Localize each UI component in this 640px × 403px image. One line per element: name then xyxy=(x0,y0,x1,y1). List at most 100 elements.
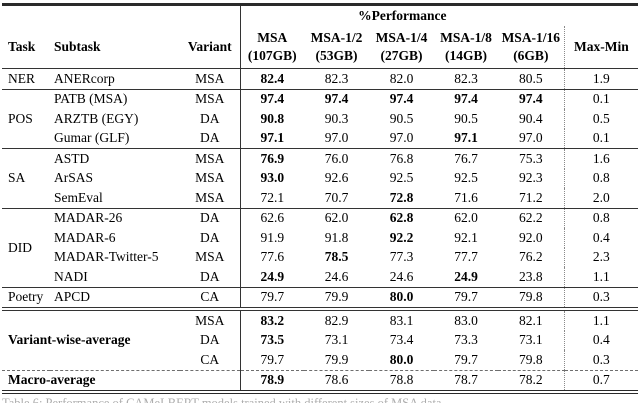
value-cell: 62.8 xyxy=(369,207,435,228)
value-cell: 78.8 xyxy=(369,369,435,394)
value-cell: 90.4 xyxy=(519,110,543,126)
value-cell: 79.8 xyxy=(498,286,565,309)
value-cell: 72.8 xyxy=(389,189,414,205)
value-cell: 90.5 xyxy=(454,110,478,126)
value-cell: 79.7 xyxy=(434,286,499,309)
subtask-cell: Gumar (GLF) xyxy=(54,130,130,146)
value-cell: 92.1 xyxy=(454,229,478,245)
value-cell: 79.7 xyxy=(260,351,285,367)
value-cell: 73.3 xyxy=(454,332,478,348)
maxmin-cell: 0.7 xyxy=(563,369,639,394)
value-cell: 80.0 xyxy=(369,286,435,309)
subtask-cell: MADAR-Twitter-5 xyxy=(54,249,159,265)
value-cell: 97.4 xyxy=(369,88,435,109)
value-cell: 71.6 xyxy=(454,189,478,205)
table-row-avg-da: DA 73.5 73.1 73.4 73.3 73.1 0.4 xyxy=(2,330,639,350)
value-cell: 24.9 xyxy=(260,268,285,284)
col-header-msa-half: MSA-1/2 (53GB) xyxy=(304,26,370,69)
subtask-cell: ASTD xyxy=(50,148,180,169)
value-cell: 79.8 xyxy=(519,351,543,367)
value-cell: 92.2 xyxy=(389,229,414,245)
value-cell: 83.1 xyxy=(369,307,435,331)
variant-cell: CA xyxy=(180,286,241,309)
value-cell: 79.7 xyxy=(240,286,305,309)
value-cell: 78.7 xyxy=(434,369,499,394)
col-header-msa-eighth: MSA-1/8 (14GB) xyxy=(434,26,499,69)
value-cell: 83.2 xyxy=(240,307,305,331)
table-row-arztb: ARZTB (EGY) DA 90.8 90.3 90.5 90.5 90.4 … xyxy=(2,109,639,129)
col-name: MSA-1/16 xyxy=(501,30,561,45)
performance-group-header: %Performance xyxy=(240,3,565,26)
value-cell: 82.0 xyxy=(389,70,414,86)
table-row-apcd: Poetry APCD CA 79.7 79.9 80.0 79.7 79.8 … xyxy=(2,286,639,309)
col-name: MSA-1/4 xyxy=(375,30,428,45)
maxmin-cell: 2.3 xyxy=(563,247,639,267)
value-cell: 90.5 xyxy=(389,110,414,126)
variant-cell: MSA xyxy=(180,88,241,109)
table-row-macro-average: Macro-average 78.9 78.6 78.8 78.7 78.2 0… xyxy=(2,369,639,394)
col-header-msa: MSA (107GB) xyxy=(240,26,305,69)
variant-cell: DA xyxy=(180,109,241,129)
value-cell: 62.0 xyxy=(304,207,370,228)
value-cell: 92.5 xyxy=(389,170,414,186)
value-cell: 82.3 xyxy=(324,70,349,86)
value-cell: 77.6 xyxy=(260,249,285,265)
value-cell: 70.7 xyxy=(324,189,349,205)
variant-cell: MSA xyxy=(180,148,241,169)
value-cell: 97.0 xyxy=(324,130,349,146)
value-cell: 76.2 xyxy=(519,249,543,265)
col-header-maxmin: Max-Min xyxy=(563,26,639,69)
value-cell: 82.9 xyxy=(304,307,370,331)
maxmin-cell: 0.1 xyxy=(563,128,639,149)
value-cell: 76.0 xyxy=(304,148,370,169)
header-spacer xyxy=(2,3,241,26)
maxmin-cell: 2.0 xyxy=(563,188,639,208)
maxmin-cell: 1.6 xyxy=(563,148,639,169)
maxmin-cell: 1.1 xyxy=(563,307,639,331)
maxmin-cell: 0.4 xyxy=(563,228,639,248)
value-cell: 75.3 xyxy=(498,148,565,169)
col-size: (6GB) xyxy=(513,48,549,63)
col-size: (53GB) xyxy=(315,48,358,63)
subtask-cell: MADAR-26 xyxy=(50,207,180,228)
table-row-gumar: Gumar (GLF) DA 97.1 97.0 97.0 97.1 97.0 … xyxy=(2,128,639,149)
performance-table: %Performance Task Subtask Variant MSA (10… xyxy=(2,3,639,394)
variant-cell: DA xyxy=(180,207,241,228)
col-header-msa-sixteenth: MSA-1/16 (6GB) xyxy=(498,26,565,69)
value-cell: 79.9 xyxy=(324,351,349,367)
value-cell: 62.6 xyxy=(240,207,305,228)
value-cell: 97.4 xyxy=(304,88,370,109)
value-cell: 73.1 xyxy=(324,332,349,348)
table-row-nadi: NADI DA 24.9 24.6 24.6 24.9 23.8 1.1 xyxy=(2,267,639,287)
table-row-madar26: DID MADAR-26 DA 62.6 62.0 62.8 62.0 62.2… xyxy=(2,207,639,287)
subtask-cell: ArSAS xyxy=(54,170,94,186)
value-cell: 97.0 xyxy=(389,130,414,146)
value-cell: 72.1 xyxy=(260,189,285,205)
table-row-arsas: ArSAS MSA 93.0 92.6 92.5 92.5 92.3 0.8 xyxy=(2,168,639,188)
col-size: (107GB) xyxy=(247,48,297,63)
col-header-task: Task xyxy=(2,26,50,69)
variant-cell: MSA xyxy=(180,307,241,331)
task-cell: Poetry xyxy=(2,286,50,309)
variant-average-label: Variant-wise-average xyxy=(2,307,180,370)
macro-average-label: Macro-average xyxy=(2,369,241,394)
table-row-avg-ca: CA 79.7 79.9 80.0 79.7 79.8 0.3 xyxy=(2,350,639,370)
variant-cell: DA xyxy=(180,267,241,287)
value-cell: 83.0 xyxy=(434,307,499,331)
subtask-cell: PATB (MSA) xyxy=(50,88,180,109)
value-cell: 76.9 xyxy=(240,148,305,169)
value-cell: 80.5 xyxy=(519,70,543,86)
col-header-subtask: Subtask xyxy=(50,26,180,69)
subtask-cell: ARZTB (EGY) xyxy=(54,110,139,126)
variant-cell: MSA xyxy=(180,68,241,89)
table-row-anercorp: NER ANERcorp MSA 82.4 82.3 82.0 82.3 80.… xyxy=(2,68,639,89)
task-cell: DID xyxy=(2,207,50,287)
value-cell: 78.5 xyxy=(324,249,349,265)
value-cell: 82.4 xyxy=(260,70,285,86)
subtask-cell: NADI xyxy=(54,268,88,284)
col-name: MSA xyxy=(257,30,288,45)
variant-cell: MSA xyxy=(180,168,241,188)
value-cell: 92.5 xyxy=(454,170,478,186)
value-cell: 97.1 xyxy=(454,130,478,146)
